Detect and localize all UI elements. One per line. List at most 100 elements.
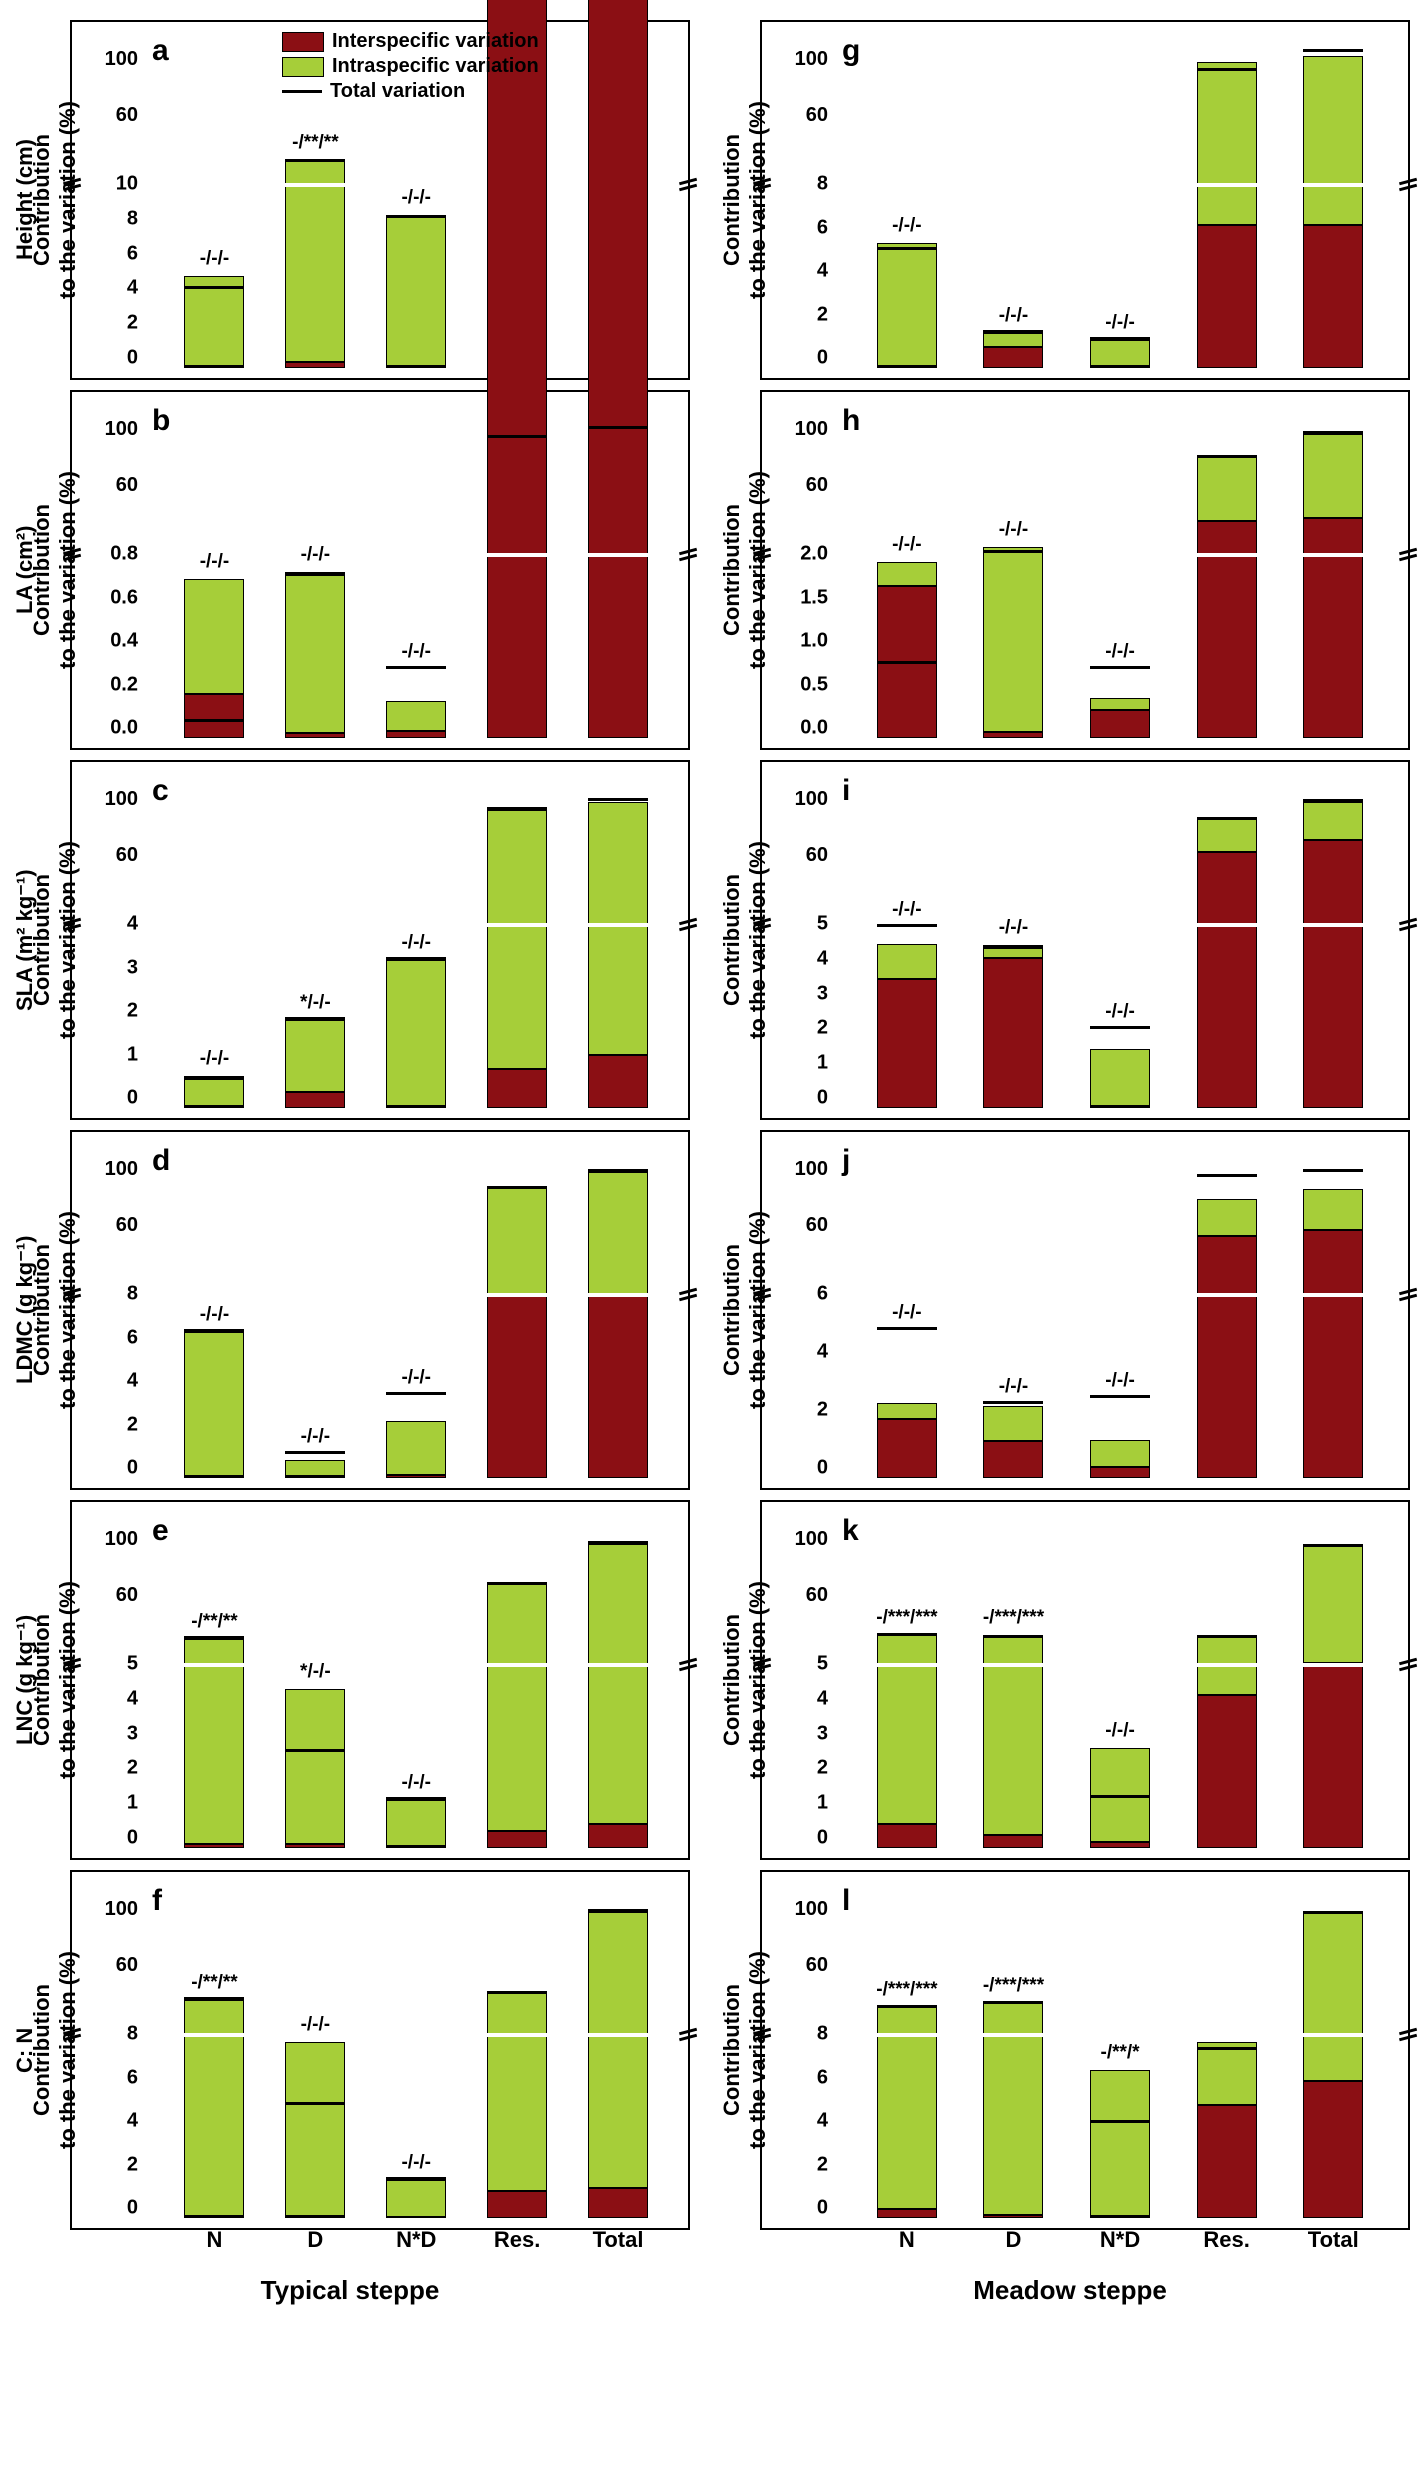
ytick: 5 xyxy=(817,1653,828,1676)
seg-intra xyxy=(1303,1189,1363,1230)
ylabel-contribution: Contributionto the variation (%) xyxy=(40,1500,70,1860)
sig-label: -/-/- xyxy=(154,248,274,270)
seg-intra xyxy=(983,1406,1043,1441)
seg-intra xyxy=(1090,1049,1150,1106)
chart-box: b0.00.20.40.60.860100-/-/--/-/--/-/- xyxy=(70,390,690,750)
panel-h: Contributionto the variation (%)h0.00.51… xyxy=(730,390,1410,750)
ytick: 60 xyxy=(806,1954,828,1977)
bar-D: -/-/- xyxy=(983,402,1043,738)
sig-label: -/***/*** xyxy=(953,1607,1073,1629)
ytick: 100 xyxy=(795,788,828,811)
ytick: 10 xyxy=(116,173,138,196)
seg-inter xyxy=(1197,1695,1257,1848)
seg-inter xyxy=(983,958,1043,1108)
plot-area: 01234560100-/**/***/-/--/-/- xyxy=(142,1512,673,1848)
seg-intra xyxy=(184,1332,244,1475)
bar-N: -/***/*** xyxy=(877,1512,937,1848)
seg-intra xyxy=(285,1020,345,1092)
ytick: 4 xyxy=(817,260,828,283)
bar-N*D: -/-/- xyxy=(1090,32,1150,368)
xtick: D xyxy=(973,2227,1053,2253)
ytick: 2 xyxy=(817,303,828,326)
seg-intra xyxy=(983,547,1043,732)
ytick: 0 xyxy=(817,1456,828,1479)
total-marker xyxy=(386,666,446,669)
panel-c: SLA (m² kg⁻¹)Contributionto the variatio… xyxy=(10,760,690,1120)
xtick: N*D xyxy=(1080,2227,1160,2253)
ytick: 100 xyxy=(795,1898,828,1921)
seg-inter xyxy=(386,1475,446,1478)
ytick: 60 xyxy=(116,1954,138,1977)
total-marker xyxy=(983,550,1043,553)
ytick: 0 xyxy=(127,1086,138,1109)
seg-intra xyxy=(1197,2042,1257,2104)
seg-intra xyxy=(983,333,1043,347)
ylabel-contribution: Contributionto the variation (%) xyxy=(730,760,760,1120)
ytick: 2 xyxy=(817,2153,828,2176)
bar-Total xyxy=(1303,402,1363,738)
seg-intra xyxy=(1197,62,1257,225)
bar-N: -/-/- xyxy=(184,402,244,738)
total-marker xyxy=(877,1633,937,1636)
seg-inter xyxy=(1090,1842,1150,1848)
bar-Total xyxy=(1303,1882,1363,2218)
ylabel-contribution: Contributionto the variation (%) xyxy=(40,760,70,1120)
seg-inter xyxy=(285,1092,345,1108)
ytick: 60 xyxy=(116,1214,138,1237)
ytick: 2 xyxy=(817,1757,828,1780)
ylabel-contribution: Contributionto the variation (%) xyxy=(40,390,70,750)
seg-inter xyxy=(1303,1663,1363,1848)
ytick: 60 xyxy=(806,1584,828,1607)
ylabel-contribution: Contributionto the variation (%) xyxy=(730,390,760,750)
ytick: 4 xyxy=(817,2110,828,2133)
seg-intra xyxy=(877,944,937,979)
seg-intra xyxy=(1303,56,1363,225)
xtick: Total xyxy=(1293,2227,1373,2253)
sig-label: -/**/** xyxy=(154,1972,274,1994)
panel-g: Contributionto the variation (%)g0246860… xyxy=(730,20,1410,380)
sig-label: -/-/- xyxy=(953,1376,1073,1398)
bar-D: -/***/*** xyxy=(983,1512,1043,1848)
total-marker xyxy=(1303,1911,1363,1914)
ytick: 8 xyxy=(127,207,138,230)
total-marker xyxy=(983,1635,1043,1638)
sig-label: -/-/- xyxy=(953,519,1073,541)
ytick: 0.0 xyxy=(110,716,138,739)
seg-inter xyxy=(1090,1467,1150,1478)
col-label-left: Typical steppe xyxy=(10,2275,690,2306)
seg-inter xyxy=(588,2188,648,2218)
seg-intra xyxy=(588,1544,648,1824)
seg-intra xyxy=(386,960,446,1106)
bar-D: -/-/- xyxy=(983,32,1043,368)
ytick: 2 xyxy=(127,1757,138,1780)
chart-box: i01234560100-/-/--/-/--/-/- xyxy=(760,760,1410,1120)
ytick: 4 xyxy=(817,947,828,970)
bar-Total xyxy=(588,1512,648,1848)
total-marker xyxy=(1197,455,1257,458)
seg-inter xyxy=(1090,710,1150,738)
total-marker xyxy=(588,1169,648,1172)
sig-label: */-/- xyxy=(255,1661,375,1683)
total-marker xyxy=(588,798,648,801)
seg-inter xyxy=(184,2216,244,2218)
total-marker xyxy=(285,2102,345,2105)
sig-label: -/-/- xyxy=(847,215,967,237)
ytick: 0 xyxy=(817,1826,828,1849)
panel-grid: Height (cm)Contributionto the variation … xyxy=(10,20,1410,2230)
ytick: 4 xyxy=(127,1687,138,1710)
seg-inter xyxy=(588,1824,648,1848)
bar-N: -/-/- xyxy=(184,772,244,1108)
sig-label: -/**/** xyxy=(154,1611,274,1633)
ytick: 4 xyxy=(127,1370,138,1393)
seg-inter xyxy=(184,1844,244,1848)
plot-area: 0246860100-/**/**N-/-/-D-/-/-N*DRes.Tota… xyxy=(142,1882,673,2218)
sig-label: -/-/- xyxy=(953,917,1073,939)
plot-area: 0246860100-/-/--/-/--/-/- xyxy=(142,1142,673,1478)
ytick: 4 xyxy=(127,277,138,300)
ytick: 0 xyxy=(817,2196,828,2219)
seg-intra xyxy=(184,276,244,367)
seg-intra xyxy=(877,562,937,585)
seg-intra xyxy=(285,1460,345,1476)
seg-inter xyxy=(184,1476,244,1478)
seg-inter xyxy=(285,1476,345,1478)
